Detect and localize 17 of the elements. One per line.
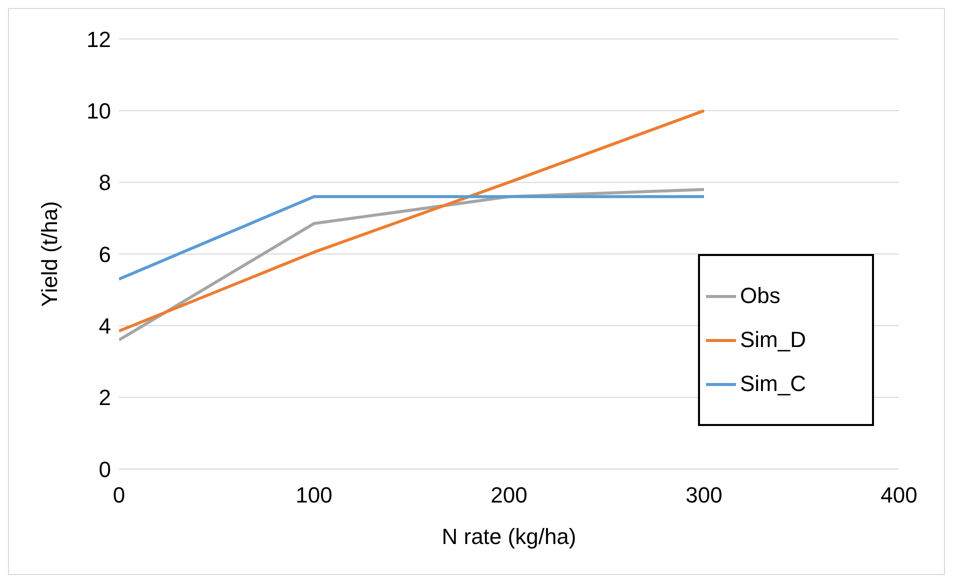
- y-tick-label: 2: [98, 385, 111, 410]
- legend-label: Sim_D: [740, 327, 806, 353]
- legend-label: Obs: [740, 283, 780, 309]
- x-axis-title: N rate (kg/ha): [442, 524, 576, 549]
- y-axis-title: Yield (t/ha): [36, 201, 62, 307]
- y-tick-label: 6: [98, 242, 111, 267]
- y-tick-label: 12: [86, 26, 111, 52]
- y-tick-label: 0: [98, 456, 111, 482]
- x-tick-label: 100: [296, 482, 332, 508]
- y-tick-label: 10: [86, 98, 111, 124]
- x-tick-label: 300: [686, 482, 722, 508]
- legend-label: Sim_C: [740, 371, 806, 397]
- x-tick-label: 200: [490, 482, 528, 508]
- x-tick-label: 400: [880, 482, 918, 508]
- y-tick-label: 8: [98, 170, 111, 196]
- y-tick-label: 4: [98, 313, 111, 338]
- line-series: [119, 109, 706, 333]
